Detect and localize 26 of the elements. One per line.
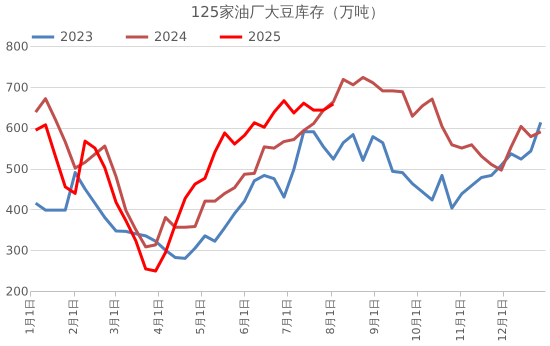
x-tick-label: 5月1日 [194, 298, 208, 334]
y-tick-label: 800 [6, 40, 28, 54]
legend-label: 2025 [248, 30, 282, 45]
y-tick-label: 600 [6, 121, 28, 136]
x-tick-label: 3月1日 [108, 298, 122, 334]
y-tick-label: 500 [6, 162, 28, 176]
y-tick-label: 700 [6, 80, 28, 94]
line-series [34, 120, 542, 260]
legend-label: 2023 [60, 30, 94, 45]
chart-title: 125家油厂大豆库存（万吨） [190, 3, 384, 21]
x-tick-label: 12月1日 [496, 298, 510, 342]
line-series [34, 76, 542, 248]
line-series [34, 99, 335, 272]
legend-label: 2024 [154, 30, 188, 45]
x-tick-label: 6月1日 [238, 298, 251, 334]
y-tick-label: 400 [6, 202, 28, 217]
x-tick-label: 9月1日 [368, 298, 381, 334]
x-tick-label: 1月1日 [24, 298, 36, 334]
x-tick-label: 10月1日 [410, 298, 424, 342]
y-tick-label: 200 [6, 284, 28, 298]
y-tick-label: 300 [6, 244, 28, 258]
x-tick-label: 11月1日 [454, 298, 467, 342]
x-tick-label: 7月1日 [280, 298, 294, 334]
x-tick-label: 4月1日 [152, 298, 165, 334]
x-tick-label: 8月1日 [324, 298, 338, 334]
x-tick-label: 2月1日 [67, 298, 80, 334]
